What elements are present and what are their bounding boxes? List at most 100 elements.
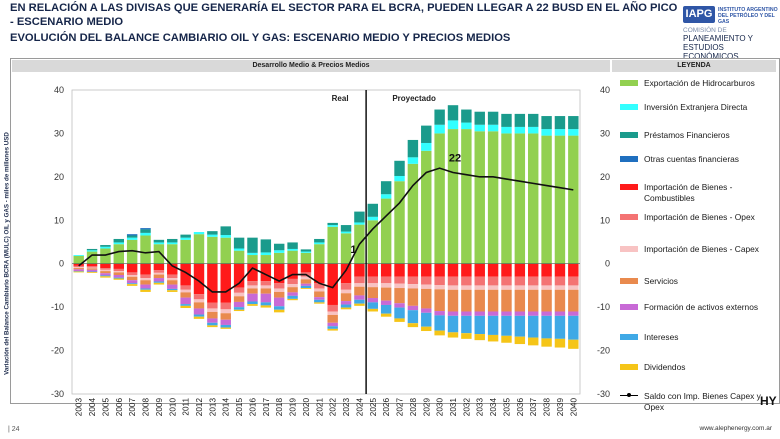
x-tick-label: 2030 [436,398,445,417]
x-tick-label: 2010 [168,398,177,417]
bar-dividendos [247,304,258,306]
bar-dividendos [447,332,459,338]
bar-capex [100,269,111,272]
bar-prestamos [461,109,472,123]
bar-intereses [554,315,566,339]
bar-ied [167,242,178,245]
bar-opex [541,276,552,286]
bar-servicios [220,313,231,320]
bar-exportacion [220,237,231,264]
bar-formacion [314,297,325,300]
bar-ied [554,129,566,136]
logo-badge: IAPG [683,6,715,23]
bar-combustibles [514,263,526,277]
x-tick-label: 2029 [422,398,431,417]
bar-dividendos [314,302,325,304]
bar-combustibles [568,263,579,277]
legend-swatch-servicios [620,278,638,284]
legend-swatch-otras [620,156,638,162]
bar-servicios [380,287,392,301]
footer-url[interactable]: www.alephenergy.com.ar [699,425,773,432]
bar-combustibles [220,263,231,303]
bar-capex [434,284,445,290]
bar-prestamos [434,109,445,125]
bar-ied [100,246,111,249]
y-tick-label-left: -30 [51,389,64,399]
bar-capex [407,284,419,289]
bar-exportacion [487,131,499,264]
bar-opex [474,276,485,286]
bar-servicios [73,268,84,270]
bar-capex [247,285,258,289]
bar-exportacion [501,133,512,264]
bar-intereses [394,307,405,319]
bar-dividendos [100,276,111,278]
bar-servicios [461,289,472,312]
x-tick-label: 2017 [262,398,271,417]
legend-swatch-dividendos [620,364,638,370]
bar-exportacion [167,244,178,264]
bar-formacion [247,293,258,302]
bar-exportacion [193,234,205,264]
bar-combustibles [501,263,512,277]
bar-formacion [394,303,405,308]
slide-title: EN RELACIÓN A LAS DIVISAS QUE GENERARÍA … [10,2,678,28]
bar-prestamos [327,222,338,226]
bar-opex [126,272,138,276]
bar-intereses [233,307,245,310]
bar-prestamos [126,235,138,238]
bar-capex [501,285,512,290]
x-tick-label: 2031 [449,398,458,417]
bar-exportacion [434,133,445,264]
bar-opex [501,276,512,286]
bar-dividendos [220,327,231,329]
bar-intereses [220,324,231,328]
bar-prestamos [568,116,579,130]
bar-ied [260,252,272,256]
bar-ied [514,126,526,134]
bar-prestamos [447,105,459,121]
bar-dividendos [180,305,191,309]
bar-formacion [207,318,218,323]
bar-ied [113,242,125,245]
bar-ied [434,124,445,134]
y-tick-label-left: -20 [51,346,64,356]
bar-dividendos [260,305,272,308]
legend-label: Formación de activos externos [644,302,759,312]
bar-intereses [354,299,365,304]
bar-formacion [340,301,352,305]
bar-capex [167,278,178,281]
legend-swatch-formacion [620,304,638,310]
y-tick-label-left: 0 [59,259,64,269]
bar-servicios [421,288,432,309]
bar-capex [514,285,526,290]
bar-formacion [367,298,379,303]
bar-opex [193,294,205,300]
bar-servicios [140,280,151,285]
bar-capex [153,272,165,275]
legend-label: Importación de Bienes - Capex [644,244,759,254]
legend-line-marker [627,393,631,397]
bar-opex [73,265,84,268]
bar-formacion [421,308,432,313]
bar-combustibles [260,263,272,282]
bar-prestamos [86,248,98,251]
bar-servicios [287,287,298,293]
bar-prestamos [260,239,272,253]
bar-dividendos [501,335,512,343]
x-tick-label: 2034 [489,398,498,417]
bar-combustibles [314,263,325,284]
bar-servicios [554,289,566,312]
legend-label: Importación de Bienes - Opex [644,212,755,222]
bar-opex [568,276,579,286]
bar-ied [474,124,485,132]
bar-opex [340,283,352,290]
bar-exportacion [273,252,285,264]
bar-exportacion [568,135,579,264]
y-tick-label-left: 30 [54,128,64,138]
bar-exportacion [541,135,552,264]
bar-prestamos [153,239,165,243]
bar-formacion [501,311,512,316]
bar-intereses [541,315,552,339]
bar-combustibles [354,263,365,277]
